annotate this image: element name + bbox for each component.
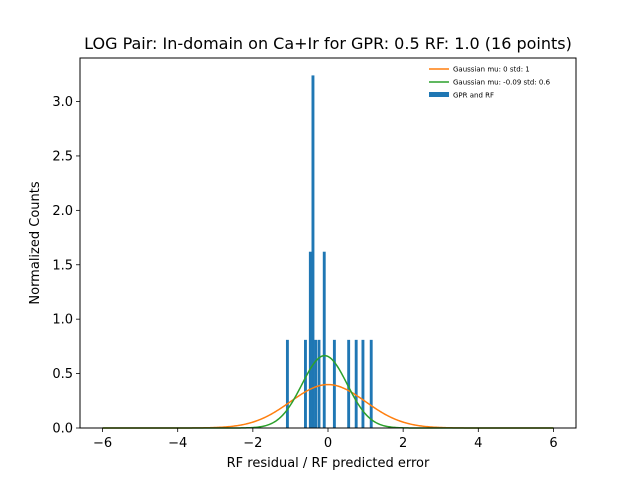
histogram-bar (308, 251, 312, 428)
x-tick-label: −4 (168, 436, 187, 451)
legend-swatch-bar (429, 92, 449, 97)
y-axis-ticks: 0.0 0.5 1.0 1.5 2.0 2.5 3.0 (52, 95, 80, 437)
x-axis-ticks: −6 −4 −2 0 2 4 6 (93, 428, 558, 451)
histogram-bars (285, 75, 373, 428)
y-tick-label: 1.5 (52, 258, 73, 273)
histogram-bar (369, 339, 373, 428)
histogram-bar (361, 339, 365, 428)
histogram-bar (354, 339, 358, 428)
histogram-bar (311, 75, 315, 428)
histogram-bar (322, 251, 326, 428)
x-axis-label: RF residual / RF predicted error (227, 456, 430, 471)
histogram-bar (317, 339, 321, 428)
legend-label: Gaussian mu: 0 std: 1 (453, 66, 530, 74)
y-tick-label: 2.0 (52, 204, 73, 219)
x-tick-label: 2 (399, 436, 407, 451)
y-axis-label: Normalized Counts (28, 181, 43, 304)
x-tick-label: 4 (474, 436, 482, 451)
legend-label: Gaussian mu: -0.09 std: 0.6 (453, 79, 551, 87)
histogram-bar (347, 339, 351, 428)
y-tick-label: 0.5 (52, 367, 73, 382)
y-tick-label: 1.0 (52, 313, 73, 328)
y-tick-label: 0.0 (52, 422, 73, 437)
x-tick-label: −6 (93, 436, 112, 451)
x-tick-label: 0 (324, 436, 332, 451)
histogram-bar (332, 339, 336, 428)
legend: Gaussian mu: 0 std: 1 Gaussian mu: -0.09… (429, 66, 551, 100)
y-tick-label: 3.0 (52, 95, 73, 110)
legend-entry-histogram: GPR and RF (429, 92, 494, 100)
legend-label: GPR and RF (453, 92, 494, 100)
x-tick-label: 6 (549, 436, 557, 451)
y-tick-label: 2.5 (52, 149, 73, 164)
legend-entry-green-gaussian: Gaussian mu: -0.09 std: 0.6 (429, 79, 551, 87)
legend-entry-orange-gaussian: Gaussian mu: 0 std: 1 (429, 66, 530, 74)
histogram-bar (314, 339, 318, 428)
chart-title: LOG Pair: In-domain on Ca+Ir for GPR: 0.… (84, 34, 572, 53)
histogram-bar (285, 339, 289, 428)
histogram-bar (304, 339, 307, 428)
x-tick-label: −2 (243, 436, 262, 451)
